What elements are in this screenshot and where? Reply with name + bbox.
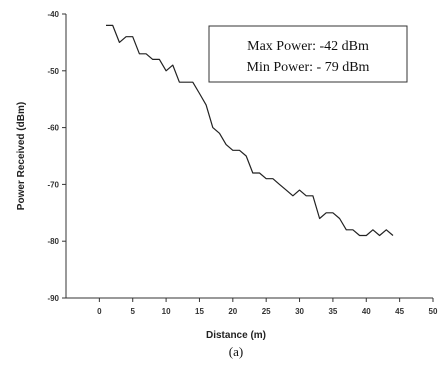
- series-layer: [106, 24, 394, 237]
- annotation-min-power: Min Power: - 79 dBm: [247, 60, 370, 75]
- x-tick-label: 15: [195, 307, 204, 316]
- x-tick-label: 25: [262, 307, 271, 316]
- axes: [65, 14, 433, 299]
- y-tick-label: -40: [47, 10, 59, 19]
- annotation-frame: [208, 25, 408, 83]
- y-tick-label: -50: [47, 67, 59, 76]
- x-tick-label: 20: [228, 307, 237, 316]
- y-tick-label: -60: [47, 124, 59, 133]
- ticks: 0 5 10 15 20 25 30 35 40 45 50 -40 -50 -60 -70 -80 -90: [47, 10, 438, 316]
- x-tick-label: 30: [295, 307, 304, 316]
- x-tick-label: 10: [162, 307, 171, 316]
- x-tick-label: 45: [395, 307, 404, 316]
- annotation-max-power: Max Power: -42 dBm: [247, 39, 369, 54]
- figure-caption: (a): [229, 344, 243, 359]
- x-tick-label: 40: [362, 307, 371, 316]
- series-line: [106, 24, 394, 237]
- annotation-box: Max Power: -42 dBm Min Power: - 79 dBm: [208, 25, 408, 83]
- y-tick-label: -80: [47, 237, 59, 246]
- y-tick-label: -90: [47, 294, 59, 303]
- y-tick-label: -70: [47, 180, 59, 189]
- x-axis-label: Distance (m): [206, 330, 266, 341]
- x-tick-label: 35: [328, 307, 337, 316]
- y-axis-label: Power Received (dBm): [16, 102, 27, 210]
- x-tick-label: 5: [131, 307, 136, 316]
- x-tick-label: 0: [97, 307, 102, 316]
- x-tick-label: 50: [429, 307, 438, 316]
